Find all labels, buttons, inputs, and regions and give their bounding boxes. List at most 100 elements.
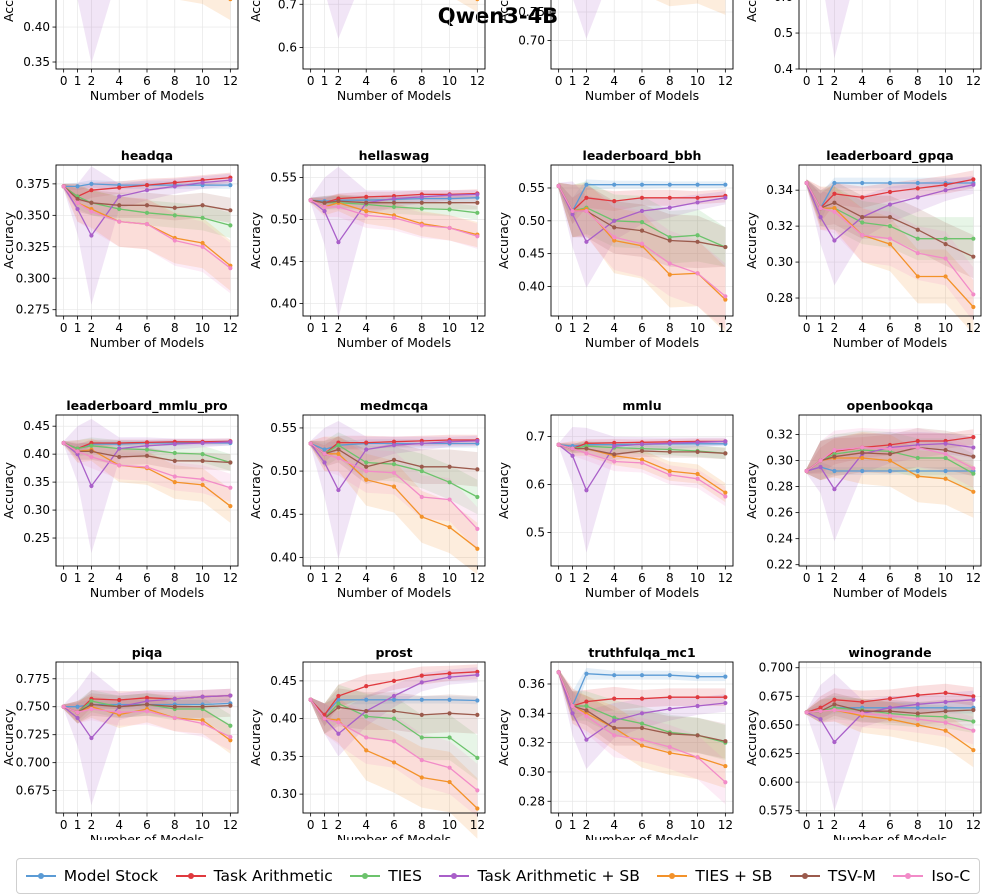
data-point-tsv-m xyxy=(228,460,233,465)
data-point-tsv-m xyxy=(322,200,327,205)
data-point-task-arithmetic xyxy=(391,439,397,444)
series-line-model-stock xyxy=(806,182,974,210)
data-point-task-arithmetic-sb xyxy=(612,718,617,723)
x-tick-label: 2 xyxy=(335,321,343,335)
y-tick-label: 0.32 xyxy=(518,736,545,750)
chart-panel-hellaswag: 0 1 2 4 6 8 10 120.400.450.500.55hellaswagNumbe… xyxy=(248,148,486,350)
data-point-tsv-m xyxy=(832,454,837,459)
x-tick-label: 6 xyxy=(638,571,646,585)
data-point-tsv-m xyxy=(887,709,893,714)
series-line-tsv-m xyxy=(310,699,478,720)
x-tick-label: 10 xyxy=(690,74,705,88)
data-point-task-arithmetic xyxy=(695,695,700,700)
data-point-iso-c xyxy=(200,244,205,249)
series-band-iso-c xyxy=(558,669,726,805)
data-point-tsv-m xyxy=(89,200,94,205)
x-tick-label: 4 xyxy=(858,818,866,832)
data-point-task-arithmetic xyxy=(695,195,700,200)
x-axis-label: Number of Models xyxy=(833,832,947,840)
x-tick-label: 2 xyxy=(88,571,96,585)
data-point-task-arithmetic-sb xyxy=(322,209,327,214)
chart-panel-winogrande: 0 1 2 4 6 8 10 120.5750.6000.6250.6500.6750.700… xyxy=(744,645,982,840)
x-tick-label: 8 xyxy=(914,74,922,88)
data-point-tsv-m xyxy=(723,739,728,744)
data-point-iso-c xyxy=(144,222,150,227)
y-tick-label: 0.55 xyxy=(270,421,297,435)
data-point-task-arithmetic-sb xyxy=(818,717,823,722)
x-tick-label: 1 xyxy=(569,818,577,832)
data-point-tsv-m xyxy=(667,449,672,455)
data-point-iso-c xyxy=(200,721,205,726)
legend-swatch-icon xyxy=(439,871,470,881)
data-point-iso-c xyxy=(391,215,397,220)
data-point-model-stock xyxy=(723,674,728,679)
series-band-task-arithmetic-sb xyxy=(558,181,726,288)
x-tick-label: 12 xyxy=(966,321,981,335)
data-point-iso-c xyxy=(971,728,976,733)
data-point-task-arithmetic-sb xyxy=(667,441,672,446)
data-point-iso-c xyxy=(570,208,575,214)
data-point-tsv-m xyxy=(860,215,865,220)
data-point-ties-sb xyxy=(200,240,205,246)
data-point-task-arithmetic xyxy=(612,696,617,701)
data-point-iso-c xyxy=(556,183,561,189)
y-axis-label: Accuracy xyxy=(248,708,263,766)
y-tick-label: 0.28 xyxy=(766,480,793,494)
data-point-tsv-m xyxy=(832,200,837,205)
data-point-iso-c xyxy=(172,474,177,479)
y-tick-label: 0.40 xyxy=(23,447,50,461)
data-point-ties xyxy=(117,206,122,212)
x-tick-label: 4 xyxy=(115,74,123,88)
data-point-ties xyxy=(475,494,480,500)
data-point-iso-c xyxy=(695,271,700,276)
series-band-task-arithmetic xyxy=(558,182,726,225)
data-point-iso-c xyxy=(228,485,233,490)
y-axis-label: Accuracy xyxy=(1,211,16,269)
data-point-iso-c xyxy=(556,442,561,447)
data-point-task-arithmetic-sb xyxy=(89,483,94,489)
x-tick-label: 2 xyxy=(88,818,96,832)
chart-title: openbookqa xyxy=(847,398,934,413)
series-line-iso-c xyxy=(63,442,231,489)
x-tick-label: 8 xyxy=(171,321,179,335)
x-tick-label: 8 xyxy=(418,74,426,88)
data-point-iso-c xyxy=(144,709,150,714)
chart-panel-medmcqa: 0 1 2 4 6 8 10 120.400.450.500.55medmcqaNumber … xyxy=(248,398,486,600)
x-tick-label: 12 xyxy=(223,818,238,832)
data-point-ties-sb xyxy=(336,451,341,456)
y-tick-label: 0.45 xyxy=(270,507,297,521)
series-line-iso-c xyxy=(558,444,726,498)
series-band-ties-sb xyxy=(558,182,726,333)
data-point-iso-c xyxy=(570,446,575,451)
data-point-iso-c xyxy=(308,198,313,203)
data-point-model-stock xyxy=(475,195,480,200)
data-point-iso-c xyxy=(804,710,809,715)
chart-grid: 01246810120.350.400.450.500.55arc_challe… xyxy=(1,0,982,840)
x-tick-label: 10 xyxy=(938,571,953,585)
y-tick-label: 0.26 xyxy=(766,506,793,520)
series-band-ties xyxy=(806,179,974,261)
data-point-tsv-m xyxy=(117,454,122,460)
series-line-model-stock xyxy=(557,672,726,708)
series-line-iso-c xyxy=(806,182,974,295)
y-tick-label: 0.6 xyxy=(774,0,793,4)
x-axis-label: Number of Models xyxy=(833,335,947,350)
series-band-ties xyxy=(63,690,231,737)
legend-label: TIES xyxy=(388,867,422,885)
data-point-model-stock xyxy=(228,183,233,188)
data-point-iso-c xyxy=(860,233,865,238)
y-tick-label: 0.40 xyxy=(270,712,297,726)
data-point-model-stock xyxy=(584,182,589,187)
legend-swatch-icon xyxy=(893,871,924,881)
data-point-task-arithmetic xyxy=(144,183,150,188)
data-point-iso-c xyxy=(447,497,452,502)
x-tick-label: 4 xyxy=(362,571,370,585)
data-point-task-arithmetic-sb xyxy=(971,445,976,450)
chart-title: leaderboard_gpqa xyxy=(826,148,953,164)
data-point-model-stock xyxy=(667,673,672,678)
x-tick-label: 8 xyxy=(171,571,179,585)
data-point-ties-sb xyxy=(887,717,893,722)
x-tick-label: 6 xyxy=(638,818,646,832)
data-point-ties-sb xyxy=(475,0,480,2)
